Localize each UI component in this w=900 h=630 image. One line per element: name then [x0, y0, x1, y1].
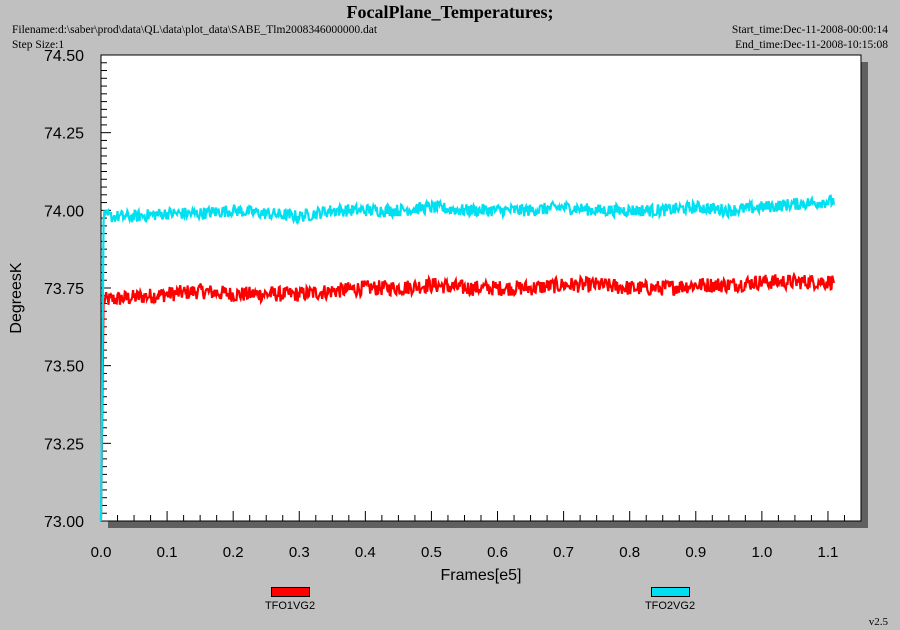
y-tick-label: 74.25 — [44, 126, 84, 143]
y-tick-label: 74.50 — [44, 48, 84, 65]
start-time-label: Start_time:Dec-11-2008-00:00:14 — [731, 24, 888, 36]
y-tick-label: 73.75 — [44, 281, 84, 298]
x-tick-label: 0.1 — [157, 544, 178, 561]
x-tick-label: 0.0 — [91, 544, 112, 561]
y-tick-label: 73.00 — [44, 514, 84, 531]
legend-swatch-tfo1vg2 — [270, 587, 310, 597]
y-tick-label: 73.25 — [44, 436, 84, 453]
legend-label-tfo1vg2: TFO1VG2 — [264, 600, 316, 612]
legend-swatch-tfo2vg2 — [650, 587, 690, 597]
legend-item-tfo1vg2: TFO1VG2 — [250, 587, 330, 612]
step-size-label: Step Size:1 — [12, 39, 65, 51]
x-tick-label: 0.7 — [553, 544, 574, 561]
y-tick-label: 74.00 — [44, 203, 84, 220]
x-tick-label: 0.5 — [421, 544, 442, 561]
legend-label-tfo2vg2: TFO2VG2 — [644, 600, 696, 612]
legend-item-tfo2vg2: TFO2VG2 — [630, 587, 710, 612]
series-line-tfo2vg2 — [99, 194, 835, 522]
x-axis-label: Frames[e5] — [441, 567, 522, 584]
x-tick-label: 0.8 — [619, 544, 640, 561]
ticks-layer: 0.0 0.1 0.2 0.3 0.4 0.5 0.6 0.7 0.8 0.9 1.0 1.1 73.0… — [44, 48, 845, 561]
filename-label: Filename:d:\saber\prod\data\QL\data\plot… — [12, 24, 378, 36]
x-tick-label: 0.2 — [223, 544, 244, 561]
x-tick-label: 0.4 — [355, 544, 376, 561]
y-tick-label: 73.50 — [44, 359, 84, 376]
x-tick-label: 0.6 — [487, 544, 508, 561]
end-time-label: End_time:Dec-11-2008-10:15:08 — [735, 39, 888, 51]
x-tick-label: 1.0 — [751, 544, 772, 561]
version-label: v2.5 — [868, 616, 888, 628]
series-layer — [99, 194, 835, 522]
x-tick-label: 0.3 — [289, 544, 310, 561]
chart-title: FocalPlane_Temperatures; — [346, 2, 554, 22]
y-axis-label: DegreesK — [8, 262, 25, 333]
x-tick-label: 0.9 — [685, 544, 706, 561]
x-tick-label: 1.1 — [818, 544, 839, 561]
series-line-tfo1vg2 — [99, 271, 835, 522]
